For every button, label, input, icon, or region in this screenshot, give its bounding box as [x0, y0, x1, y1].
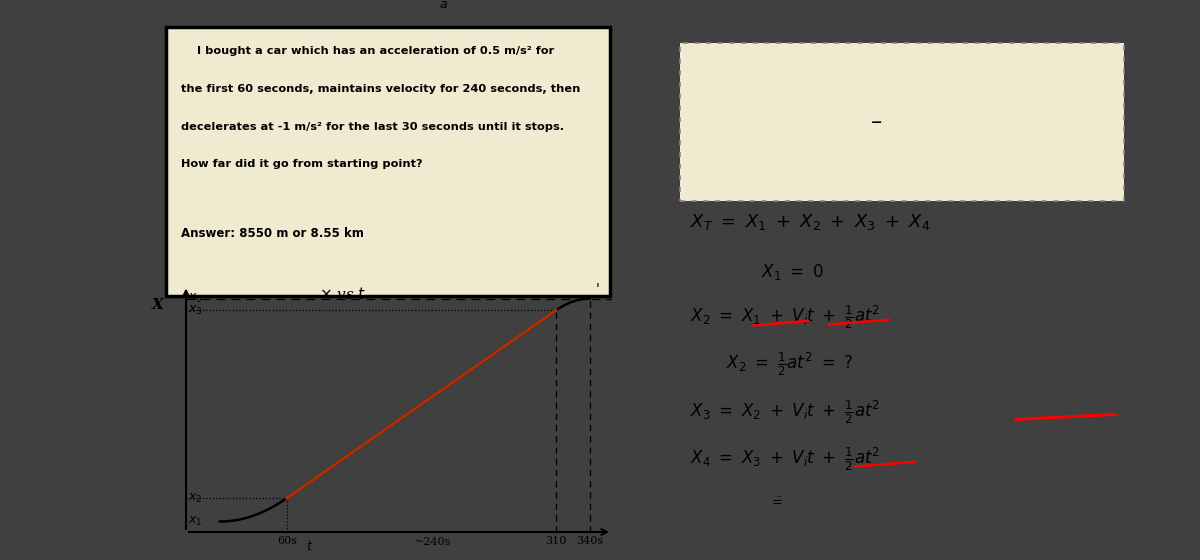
Text: I bought a car which has an acceleration of 0.5 m/s² for: I bought a car which has an acceleration… [181, 46, 554, 56]
Text: 340s: 340s [576, 536, 604, 546]
Text: $\times$ vs $t$: $\times$ vs $t$ [319, 286, 367, 302]
Text: $x_1$: $x_1$ [188, 515, 203, 528]
Text: ': ' [595, 282, 599, 296]
Text: $X_2\ =\ X_1\ +\ V_it\ +\ \frac{1}{2}at^2$: $X_2\ =\ X_1\ +\ V_it\ +\ \frac{1}{2}at^… [690, 304, 881, 331]
Text: 60s: 60s [277, 536, 296, 546]
Text: decelerates at -1 m/s² for the last 30 seconds until it stops.: decelerates at -1 m/s² for the last 30 s… [181, 122, 564, 132]
Text: $\ddot{=}$: $\ddot{=}$ [769, 494, 782, 507]
Text: –: – [871, 112, 882, 132]
Text: $X_T\ =\ X_1\ +\ X_2\ +\ X_3\ +\ X_4$: $X_T\ =\ X_1\ +\ X_2\ +\ X_3\ +\ X_4$ [690, 212, 931, 232]
Text: $x_3$: $x_3$ [188, 304, 203, 317]
Text: $X_4\ =\ X_3\ +\ V_it\ +\ \frac{1}{2}at^2$: $X_4\ =\ X_3\ +\ V_it\ +\ \frac{1}{2}at^… [690, 446, 881, 473]
Text: Answer: 8550 m or 8.55 km: Answer: 8550 m or 8.55 km [181, 227, 364, 240]
Text: the first 60 seconds, maintains velocity for 240 seconds, then: the first 60 seconds, maintains velocity… [181, 83, 581, 94]
Text: $X_1\ =\ 0$: $X_1\ =\ 0$ [761, 262, 823, 282]
Text: $t$: $t$ [306, 540, 313, 553]
Text: $x_2$: $x_2$ [188, 492, 203, 505]
Bar [680, 43, 1123, 201]
Text: ~240s: ~240s [414, 536, 451, 547]
Text: $x_0$: $x_0$ [188, 292, 203, 305]
Text: How far did it go from starting point?: How far did it go from starting point? [181, 160, 422, 170]
Text: $\hat{a}$: $\hat{a}$ [439, 0, 448, 12]
Text: X: X [152, 297, 164, 311]
Text: $X_3\ =\ X_2\ +\ V_it\ +\ \frac{1}{2}at^2$: $X_3\ =\ X_2\ +\ V_it\ +\ \frac{1}{2}at^… [690, 399, 881, 426]
Text: 310: 310 [545, 536, 566, 546]
Text: $X_2\ =\ \frac{1}{2}at^2\ =\ ?$: $X_2\ =\ \frac{1}{2}at^2\ =\ ?$ [726, 351, 853, 379]
Bar [166, 27, 610, 296]
